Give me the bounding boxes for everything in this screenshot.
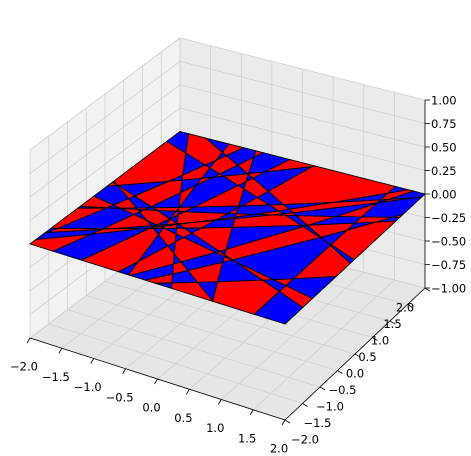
grid-line [67, 309, 321, 388]
y-tick-label: 1.5 [383, 317, 401, 331]
tick-mark [407, 304, 413, 308]
grid-line [29, 84, 181, 198]
y-tick-label: −1.0 [316, 400, 344, 414]
z-tick-label: −0.75 [431, 258, 466, 272]
surface [29, 131, 426, 325]
y-tick-label: −0.5 [329, 383, 357, 397]
z-tick-label: 0.50 [431, 141, 457, 155]
y-tick-label: 0.5 [358, 350, 376, 364]
x-tick-label: −1.5 [42, 370, 70, 384]
x-tick-label: 1.5 [238, 431, 256, 445]
grid-line [179, 37, 426, 101]
x-tick-label: 0.0 [142, 401, 160, 415]
x-tick-label: 1.0 [206, 421, 224, 435]
grid-line [179, 84, 426, 148]
surface-facet [118, 261, 139, 276]
grid-line [179, 107, 426, 171]
grid-line [29, 37, 181, 151]
tick-mark [90, 358, 95, 364]
tick-mark [122, 368, 126, 374]
tick-mark [186, 389, 190, 395]
tick-mark [354, 353, 361, 358]
x-axis-line [29, 337, 286, 421]
tick-mark [281, 419, 286, 426]
tick-mark [249, 409, 254, 415]
grid-line [179, 60, 426, 124]
grid-line [48, 323, 303, 404]
grid-line [29, 61, 181, 174]
surface-facet [52, 228, 150, 261]
x-tick-label: −0.5 [106, 390, 134, 404]
x-tick-label: −1.0 [74, 380, 102, 394]
tick-mark [58, 348, 63, 354]
z-tick-label: 0.25 [431, 164, 457, 178]
y-tick-label: −2.0 [291, 433, 319, 447]
z-tick-label: −1.00 [431, 282, 466, 296]
grid-line [104, 281, 356, 355]
z-tick-label: 0.00 [431, 188, 457, 202]
tick-mark [319, 386, 326, 391]
z-tick-label: −0.25 [431, 211, 466, 225]
axes: −2.0−1.5−1.0−0.50.00.51.01.52.0−2.0−1.5−… [10, 94, 466, 456]
x-tick-label: 2.0 [270, 442, 288, 456]
y-tick-label: 0.0 [346, 367, 364, 381]
tick-mark [337, 370, 343, 374]
x-tick-label: 0.5 [174, 411, 192, 425]
z-tick-label: 1.00 [431, 94, 457, 108]
tick-mark [389, 320, 396, 325]
tick-mark [154, 378, 158, 385]
tick-mark [284, 419, 291, 424]
tick-mark [302, 403, 308, 407]
z-tick-label: −0.50 [431, 235, 466, 249]
y-tick-label: 1.0 [371, 334, 389, 348]
tick-mark [217, 399, 222, 405]
z-tick-label: 0.75 [431, 117, 457, 131]
tick-mark [372, 337, 378, 341]
x-tick-label: −2.0 [10, 360, 38, 374]
tick-mark [424, 287, 431, 292]
grid-line [86, 295, 338, 371]
y-axis-line [284, 287, 426, 421]
grid-line [29, 107, 181, 221]
y-tick-label: −1.5 [304, 416, 332, 430]
tick-mark [26, 337, 31, 344]
surface-facet [154, 282, 173, 289]
